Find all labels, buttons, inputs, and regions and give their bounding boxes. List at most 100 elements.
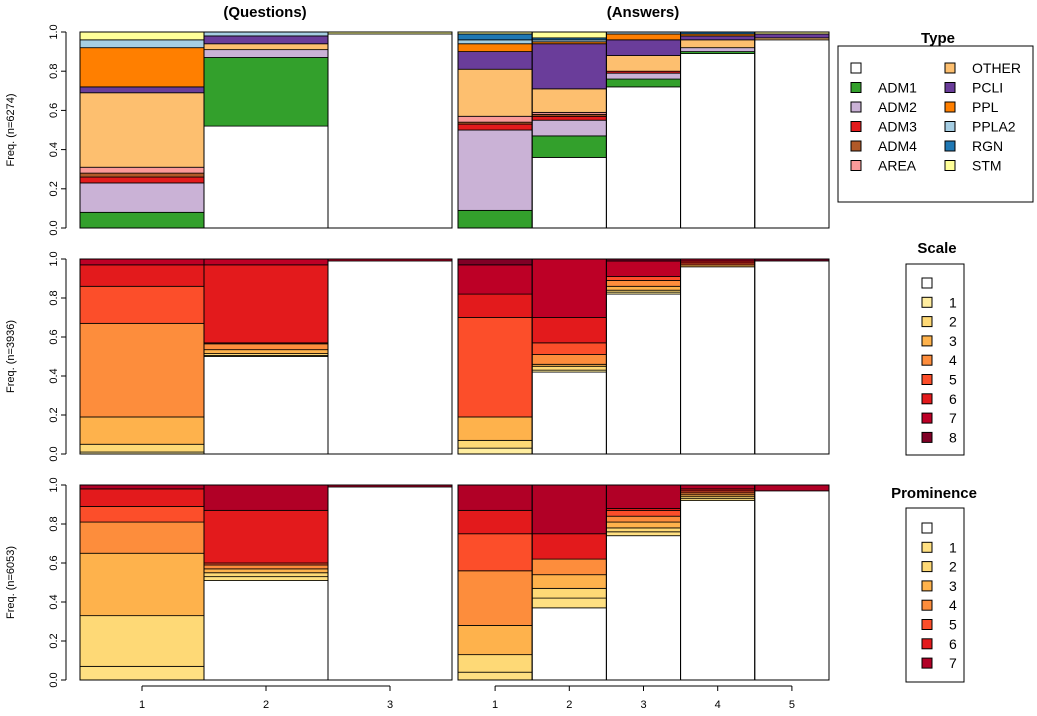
bar-segment-answers-2-2	[531, 365, 607, 371]
bar-segment-questions-1-7	[79, 484, 205, 490]
bar-segment-answers-4-PCLI	[680, 35, 756, 41]
y-tick-label: 1.0	[48, 477, 60, 492]
legend-title: Scale	[917, 240, 956, 257]
bar-segment-questions-2-4	[203, 343, 329, 351]
bar-segment-questions-1-7	[79, 258, 205, 266]
bar-segment-questions-2-3	[203, 568, 329, 574]
bar-segment-answers-2-blank	[531, 371, 607, 455]
bar-segment-answers-5-blank	[754, 490, 830, 681]
legend-swatch	[944, 140, 956, 152]
bar-segment-questions-2-6	[203, 509, 329, 564]
bar-segment-questions-1-OTHER	[79, 92, 205, 168]
legend-label: 2	[949, 559, 957, 575]
bar-segment-answers-4-OTHER	[680, 39, 756, 49]
legend-swatch	[921, 657, 933, 669]
bar-segment-answers-2-ADM2	[531, 119, 607, 137]
legend-label: 7	[949, 410, 957, 426]
bar-segment-answers-1-2	[457, 654, 533, 673]
bar-segment-answers-4-blank	[680, 500, 756, 681]
y-tick-label: 0.2	[48, 181, 60, 196]
bar-segment-questions-2-PPLA2	[203, 31, 329, 37]
legend-swatch	[921, 296, 933, 308]
bar-segment-answers-2-3	[531, 574, 607, 589]
bar-segment-answers-2-7	[531, 258, 607, 318]
y-tick-label: 0.0	[48, 446, 60, 461]
bar-segment-answers-1-ADM3	[457, 123, 533, 131]
bar-segment-answers-2-blank	[531, 157, 607, 229]
y-tick-label: 0.6	[48, 555, 60, 570]
legend-label: 6	[949, 636, 957, 652]
bar-outline	[754, 258, 830, 455]
plot-area: 0.0 0.2 0.4 0.6 0.8 1.0 Freq. (n=6274) 0.0 0.2 0.…	[5, 24, 830, 711]
answers-panel-title: (Answers)	[607, 4, 680, 21]
bar-segment-questions-2-blank	[203, 580, 329, 681]
bar-segment-answers-3-1	[606, 531, 682, 537]
y-axis-label: Freq. (n=3936)	[5, 320, 17, 393]
bar-segment-questions-1-2	[79, 443, 205, 453]
bar-segment-questions-2-7	[203, 484, 329, 511]
y-axis-label: Freq. (n=6053)	[5, 546, 17, 619]
legend-label: 5	[949, 372, 957, 388]
bar-segment-questions-1-5	[79, 506, 205, 523]
bar-segment-answers-3-5	[606, 509, 682, 517]
bar-segment-answers-2-6	[531, 533, 607, 560]
legend-label: PCLI	[972, 80, 1003, 96]
legend-label: 6	[949, 391, 957, 407]
bar-segment-answers-2-4	[531, 558, 607, 576]
y-tick-label: 1.0	[48, 251, 60, 266]
bar-outline	[754, 484, 830, 681]
bar-segment-questions-1-4	[79, 322, 205, 418]
bar-segment-answers-1-8	[457, 258, 533, 266]
legend-box	[905, 263, 965, 456]
bar-segment-answers-1-7	[457, 264, 533, 295]
bar-segment-answers-3-7	[606, 484, 682, 509]
legend-box	[837, 45, 1034, 203]
bar-outline	[327, 258, 453, 455]
legend-swatch	[921, 393, 933, 405]
bar-segment-answers-4-blank	[680, 53, 756, 229]
bar-segment-answers-3-7	[606, 260, 682, 277]
legend-label: 4	[949, 352, 957, 368]
legend-label: 5	[949, 617, 957, 633]
x-tick-label: 1	[492, 699, 498, 711]
legend-swatch	[921, 580, 933, 592]
bar-segment-answers-2-ADM1	[531, 135, 607, 158]
bar-segment-questions-2-7	[203, 258, 329, 266]
x-tick-label: 1	[139, 699, 145, 711]
legend-swatch	[944, 121, 956, 132]
bar-segment-answers-3-5	[606, 276, 682, 281]
legend-swatch	[850, 101, 862, 113]
bar-segment-questions-1-PPL	[79, 47, 205, 88]
bar-segment-answers-4-ADM2	[680, 47, 756, 53]
bar-segment-answers-5-7	[754, 484, 830, 492]
legend-box	[905, 507, 965, 683]
bar-segment-answers-1-3	[457, 625, 533, 656]
bar-segment-questions-2-6	[203, 264, 329, 344]
bar-segment-answers-4-blank	[680, 266, 756, 455]
legend-label: ADM1	[878, 80, 917, 96]
legend-swatch	[921, 316, 933, 328]
bar-segment-questions-1-2	[79, 615, 205, 667]
x-tick-label: 3	[387, 699, 393, 711]
x-tick-label: 5	[789, 699, 795, 711]
legend-swatch	[921, 638, 933, 650]
legend-swatch	[921, 354, 933, 366]
bar-segment-answers-1-6	[457, 293, 533, 318]
legend-swatch	[921, 335, 933, 347]
bar-segment-questions-1-1	[79, 665, 205, 681]
bar-segment-questions-1-3	[79, 552, 205, 617]
legend-label: 1	[949, 539, 957, 555]
bar-segment-answers-2-7	[531, 484, 607, 535]
bar-segment-answers-2-PCLI	[531, 43, 607, 90]
bar-segment-answers-5-PCLI	[754, 33, 830, 39]
bar-segment-questions-2-OTHER	[203, 43, 329, 51]
bar-segment-answers-3-4	[606, 280, 682, 287]
bar-segment-answers-5-blank	[754, 260, 830, 455]
legend-swatch	[921, 619, 933, 630]
x-tick-label: 2	[566, 699, 572, 711]
bar-segment-answers-2-blank	[531, 607, 607, 681]
bar-segment-answers-1-AREA	[457, 115, 533, 123]
legend-title: Prominence	[891, 485, 977, 502]
y-tick-label: 0.4	[48, 594, 60, 609]
